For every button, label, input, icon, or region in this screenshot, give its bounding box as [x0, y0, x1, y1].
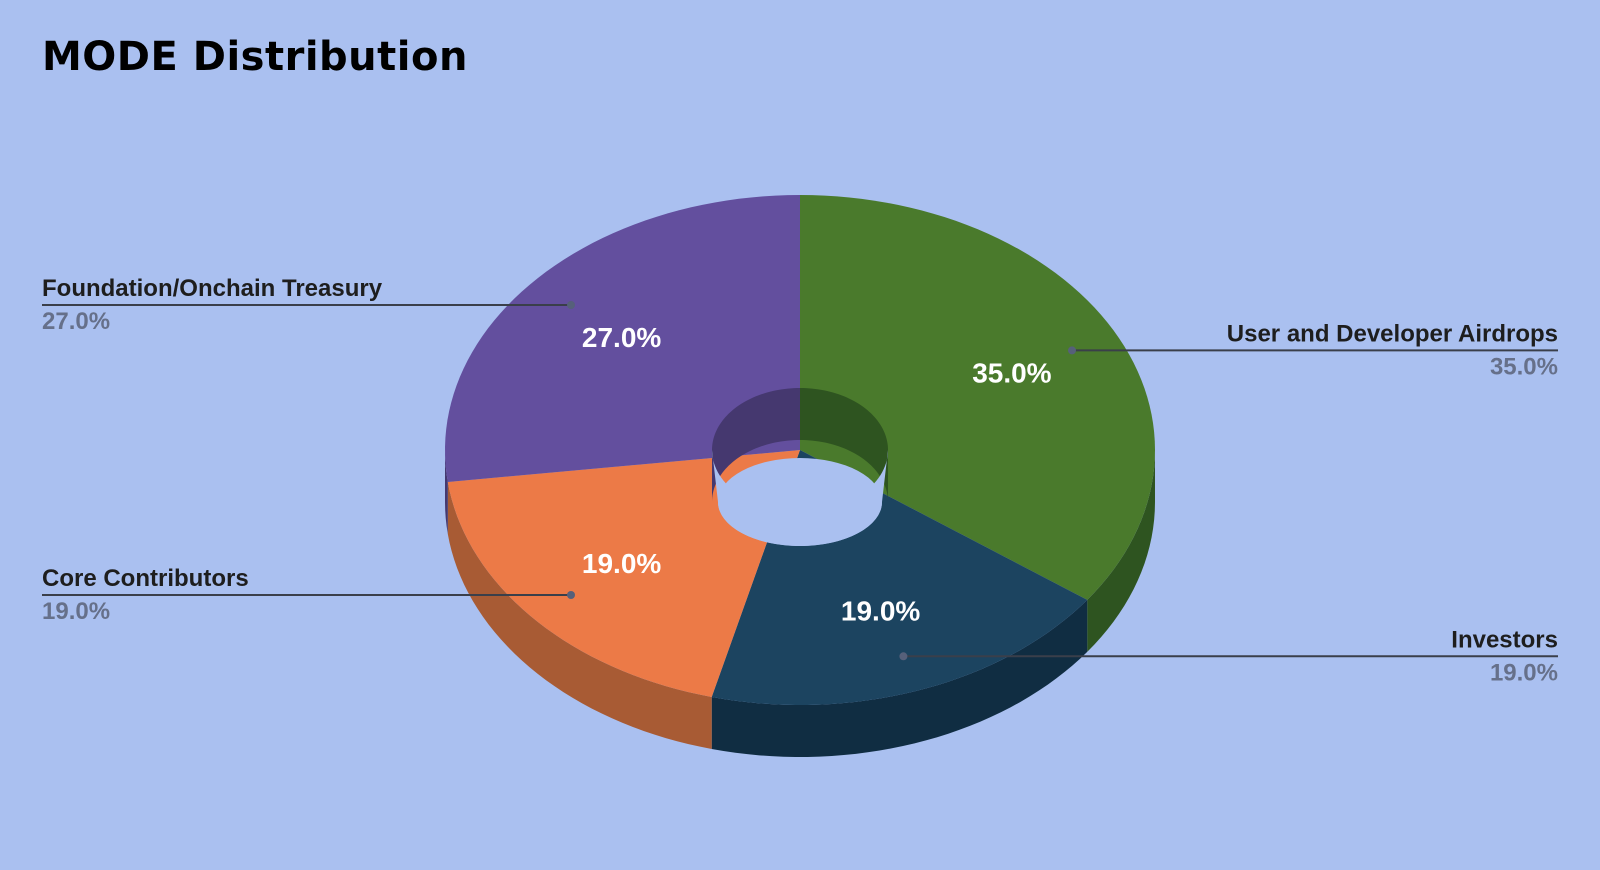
hole-wall-user-and-developer-airdrops — [800, 388, 888, 502]
callout-value: 27.0% — [42, 308, 110, 335]
slice-tops — [445, 195, 1155, 705]
slice-core-contributors — [447, 450, 800, 697]
slice-side-user-and-developer-airdrops — [1087, 450, 1155, 652]
callout-label: Investors — [1451, 626, 1558, 653]
slice-value-label: 19.0% — [841, 596, 920, 627]
hole-wall-foundation-onchain-treasury — [712, 388, 800, 502]
callout-dot — [567, 591, 575, 599]
chart-title: MODE Distribution — [42, 34, 468, 80]
callout-dot — [1068, 346, 1076, 355]
donut-hole — [712, 388, 888, 546]
callout-label: User and Developer Airdrops — [1227, 320, 1558, 347]
slice-side-investors — [711, 599, 1088, 757]
callouts: User and Developer Airdrops 35.0% Investor… — [42, 275, 1558, 686]
callout-label: Core Contributors — [42, 565, 249, 592]
slice-labels: 35.0% 19.0% 19.0% 27.0% — [582, 322, 1052, 627]
slice-value-label: 35.0% — [972, 357, 1051, 388]
slice-user-and-developer-airdrops — [800, 195, 1155, 600]
callout-dot — [899, 652, 908, 661]
callout-dot — [567, 301, 575, 309]
callout-value: 19.0% — [42, 598, 110, 625]
slice-foundation-onchain-treasury — [445, 195, 800, 482]
slice-side-foundation-onchain-treasury — [445, 450, 448, 534]
slice-value-label: 19.0% — [582, 548, 661, 579]
slice-side-core-contributors — [447, 481, 712, 749]
slice-sides — [445, 450, 1155, 757]
callout-value: 19.0% — [1490, 659, 1558, 686]
slice-value-label: 27.0% — [582, 322, 661, 353]
callout-value: 35.0% — [1490, 353, 1558, 380]
hole-front — [712, 450, 888, 546]
callout-label: Foundation/Onchain Treasury — [42, 275, 383, 302]
